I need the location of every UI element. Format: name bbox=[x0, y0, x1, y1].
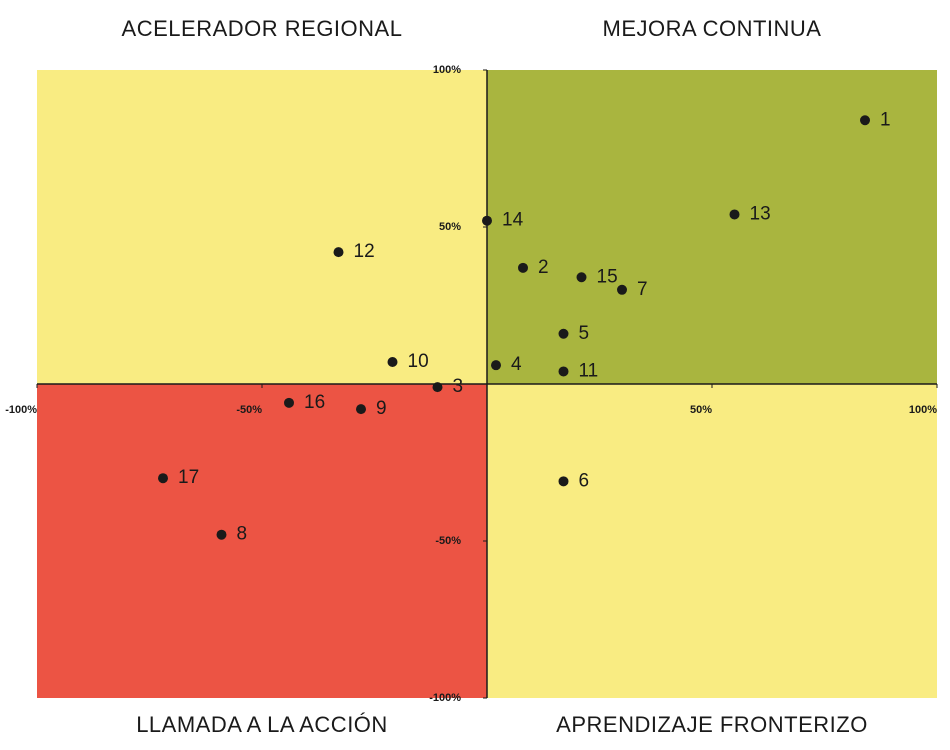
point-label: 17 bbox=[178, 467, 199, 488]
point-label: 3 bbox=[453, 376, 464, 397]
point bbox=[558, 366, 569, 377]
point-label: 2 bbox=[538, 257, 549, 278]
point bbox=[333, 247, 344, 258]
quadrant-label: MEJORA CONTINUA bbox=[603, 16, 822, 41]
point bbox=[387, 357, 398, 368]
quadrant bbox=[37, 384, 487, 698]
point-label: 10 bbox=[408, 351, 429, 372]
point bbox=[518, 262, 528, 273]
point bbox=[284, 397, 294, 408]
point bbox=[558, 476, 569, 487]
point bbox=[482, 215, 492, 226]
point bbox=[729, 209, 740, 220]
point-label: 6 bbox=[579, 470, 590, 491]
x-tick-label: 100% bbox=[909, 404, 937, 416]
y-tick-label: 100% bbox=[433, 64, 461, 76]
point-label: 16 bbox=[304, 392, 325, 413]
point bbox=[558, 328, 569, 339]
quadrant bbox=[37, 70, 487, 384]
point bbox=[860, 115, 870, 126]
point-label: 9 bbox=[376, 398, 387, 419]
quadrant bbox=[487, 384, 937, 698]
point-label: 5 bbox=[579, 323, 590, 344]
x-tick-label: 50% bbox=[690, 404, 712, 416]
y-tick-label: -100% bbox=[429, 692, 461, 704]
point-label: 8 bbox=[237, 524, 248, 545]
point-label: 14 bbox=[502, 210, 524, 231]
y-tick-label: -50% bbox=[435, 535, 461, 547]
quadrant-label: APRENDIZAJE FRONTERIZO bbox=[556, 712, 868, 737]
quadrant-label: LLAMADA A LA ACCIÓN bbox=[136, 712, 388, 737]
x-tick-label: -100% bbox=[5, 404, 37, 416]
point-label: 4 bbox=[511, 354, 522, 375]
point bbox=[356, 404, 366, 415]
point-label: 1 bbox=[880, 109, 891, 130]
point bbox=[576, 272, 587, 283]
point-label: 15 bbox=[597, 266, 618, 287]
point bbox=[216, 529, 227, 540]
point-label: 11 bbox=[579, 360, 599, 381]
quadrant bbox=[487, 70, 937, 384]
point-label: 7 bbox=[637, 279, 648, 300]
point bbox=[432, 382, 443, 393]
y-tick-label: 50% bbox=[439, 221, 461, 233]
quadrant-label: ACELERADOR REGIONAL bbox=[122, 16, 403, 41]
point bbox=[158, 473, 168, 484]
x-tick-label: -50% bbox=[236, 404, 262, 416]
point-label: 13 bbox=[750, 203, 771, 224]
point bbox=[617, 284, 627, 295]
point-label: 12 bbox=[354, 241, 375, 262]
point bbox=[491, 360, 501, 371]
